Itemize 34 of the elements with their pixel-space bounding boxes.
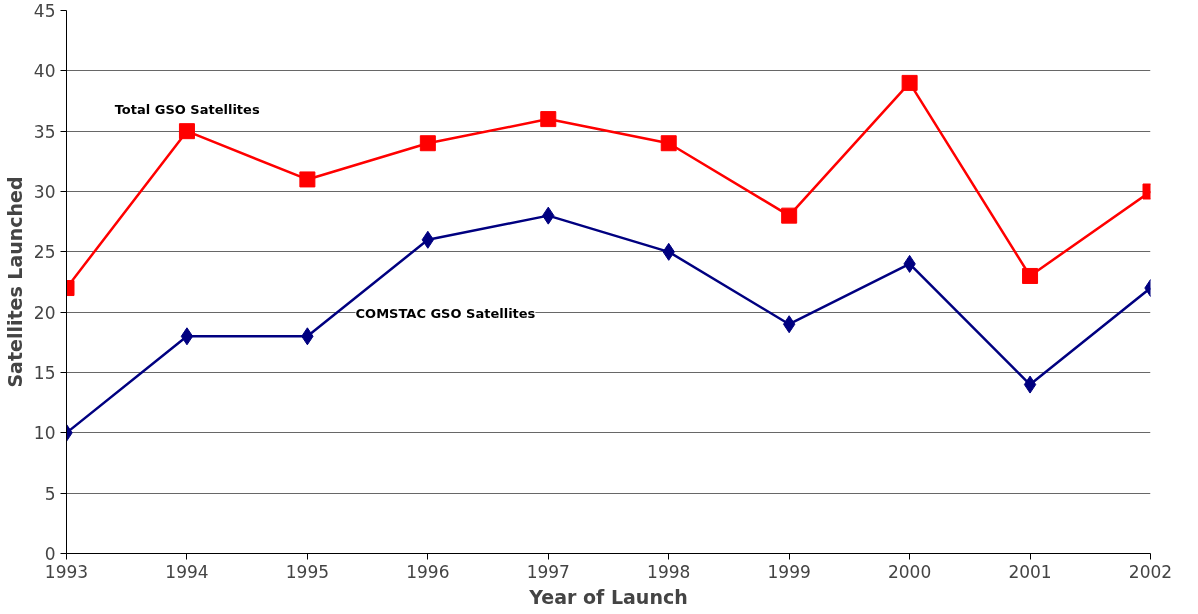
series-label: Total GSO Satellites: [114, 101, 260, 117]
point: [781, 207, 798, 224]
x-tick-label: 1993: [44, 561, 89, 582]
y-tick-label: 35: [33, 121, 56, 142]
y-tick-label: 15: [33, 363, 56, 383]
point: [901, 74, 918, 91]
y-tick-label: 0: [44, 544, 56, 564]
point: [1022, 267, 1039, 284]
y-tick-label: 25: [33, 242, 56, 263]
point: [178, 123, 195, 140]
x-tick-label: 1995: [285, 561, 330, 582]
point: [660, 135, 677, 152]
y-tick-label: 20: [33, 302, 56, 323]
x-tick-label: 1998: [647, 561, 691, 582]
point: [1023, 375, 1037, 394]
x-axis-title: Year of Launch: [528, 585, 688, 608]
point: [419, 135, 436, 152]
y-tick-label: 40: [33, 61, 56, 82]
point: [299, 171, 316, 188]
x-tick-label: 1999: [767, 561, 811, 582]
point: [540, 111, 557, 128]
x-tick-label: 1996: [406, 561, 450, 582]
y-axis-title: Satellites Launched: [3, 176, 26, 388]
x-tick-label: 2001: [1008, 561, 1052, 582]
y-tick-label: 30: [33, 182, 56, 202]
x-tick-label: 2000: [887, 561, 932, 582]
point: [180, 327, 194, 346]
y-tick-label: 45: [33, 1, 56, 21]
y-tick-label: 5: [44, 483, 56, 504]
series-label: COMSTAC GSO Satellites: [355, 306, 536, 322]
x-tick-label: 1994: [165, 561, 209, 582]
x-tick-label: 2002: [1128, 561, 1173, 582]
x-tick-label: 1997: [526, 561, 570, 582]
y-tick-label: 10: [33, 423, 56, 444]
